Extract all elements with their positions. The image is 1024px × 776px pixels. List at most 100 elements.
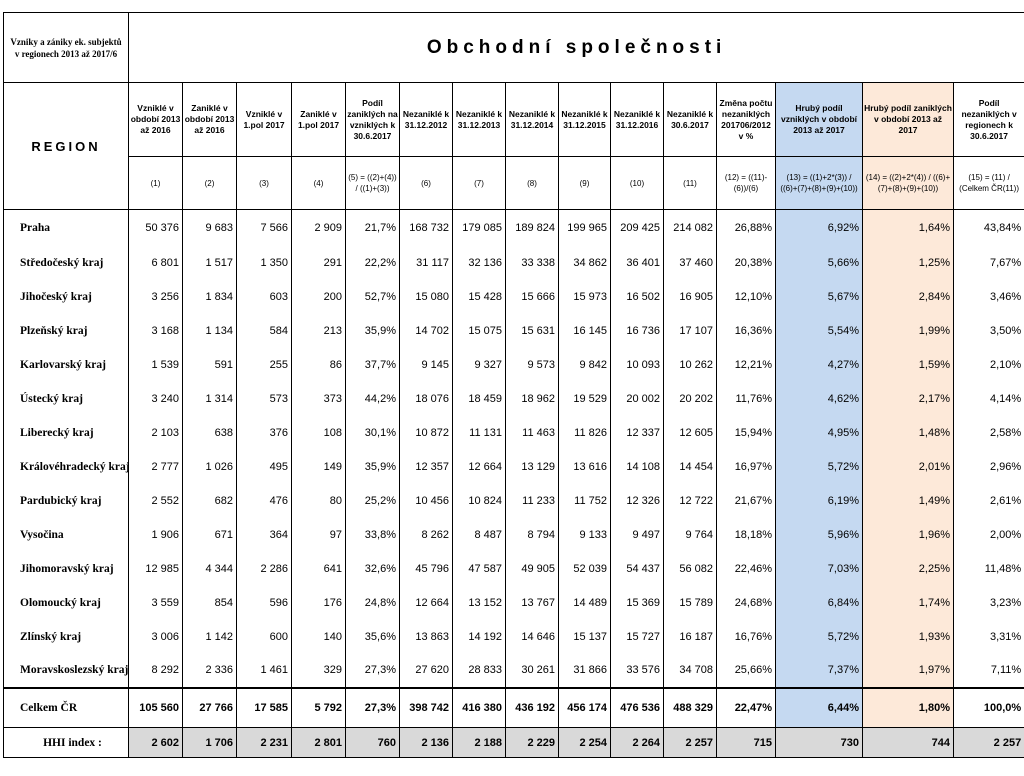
table-cell: 18,18% [716, 517, 776, 552]
table-cell: 14 108 [610, 449, 664, 484]
table-cell: 12 605 [663, 415, 717, 450]
table-cell: 671 [182, 517, 237, 552]
table-cell: 16,76% [716, 619, 776, 654]
table-cell: 12 985 [128, 551, 183, 586]
table-cell: 8 487 [452, 517, 506, 552]
table-cell: 189 824 [505, 209, 559, 246]
table-cell: 16,36% [716, 313, 776, 348]
table-cell: 149 [291, 449, 346, 484]
table-cell: 12 664 [399, 585, 453, 620]
table-cell: 2 602 [128, 727, 183, 758]
table-cell: 15 080 [399, 279, 453, 314]
table-cell: 12,10% [716, 279, 776, 314]
table-cell: 7,03% [775, 551, 863, 586]
table-cell: 21,67% [716, 483, 776, 518]
region-name: Olomoucký kraj [3, 585, 129, 620]
column-formula: (15) = (11) / (Celkem ČR(11)) [952, 156, 1024, 210]
table-cell: 854 [182, 585, 237, 620]
table-cell: 364 [236, 517, 292, 552]
table-cell: 2 103 [128, 415, 183, 450]
column-formula: (5) = ((2)+(4)) / ((1)+(3)) [345, 156, 400, 210]
table-cell: 12 664 [452, 449, 506, 484]
column-header-row: REGION Vzniklé v období 2013 až 2016 Zani… [3, 82, 1024, 210]
column-header: Hrubý podíl vzniklých v období 2013 až 2… [775, 82, 863, 157]
table-cell: 291 [291, 245, 346, 280]
table-cell: 18 962 [505, 381, 559, 416]
column-header: Nezaniklé k 31.12.2012 [399, 82, 453, 157]
table-cell: 11 233 [505, 483, 559, 518]
row-label: HHI index : [3, 727, 129, 758]
column-formula: (9) [558, 156, 611, 210]
table-cell: 591 [182, 347, 237, 382]
table-cell: 37,7% [345, 347, 400, 382]
column-formula: (3) [236, 156, 292, 210]
table-cell: 6,44% [775, 686, 863, 728]
table-cell: 15 428 [452, 279, 506, 314]
table-cell: 1 539 [128, 347, 183, 382]
region-name: Středočeský kraj [3, 245, 129, 280]
table-cell: 97 [291, 517, 346, 552]
table-cell: 3 256 [128, 279, 183, 314]
table-cell: 2 777 [128, 449, 183, 484]
table-cell: 16 905 [663, 279, 717, 314]
table-cell: 8 794 [505, 517, 559, 552]
table-cell: 22,2% [345, 245, 400, 280]
table-cell: 2 136 [399, 727, 453, 758]
table-cell: 13 152 [452, 585, 506, 620]
table-cell: 4,62% [775, 381, 863, 416]
table-cell: 2 188 [452, 727, 506, 758]
table-cell: 5,66% [775, 245, 863, 280]
column-formula: (12) = ((11)-(6))/(6) [716, 156, 776, 210]
table-cell: 456 174 [558, 686, 611, 728]
region-name: Karlovarský kraj [3, 347, 129, 382]
table-cell: 52 039 [558, 551, 611, 586]
region-name: Pardubický kraj [3, 483, 129, 518]
table-cell: 1 706 [182, 727, 237, 758]
table-cell: 1,59% [862, 347, 954, 382]
table-cell: 5,72% [775, 449, 863, 484]
table-cell: 24,8% [345, 585, 400, 620]
table-cell: 1,99% [862, 313, 954, 348]
table-cell: 14 702 [399, 313, 453, 348]
table-cell: 16 502 [610, 279, 664, 314]
column-header: Nezaniklé k 31.12.2013 [452, 82, 506, 157]
table-cell: 44,2% [345, 381, 400, 416]
table-cell: 682 [182, 483, 237, 518]
table-cell: 43,84% [952, 209, 1024, 246]
table-cell: 1 906 [128, 517, 183, 552]
table-cell: 179 085 [452, 209, 506, 246]
table-cell: 1 134 [182, 313, 237, 348]
table-cell: 199 965 [558, 209, 611, 246]
table-cell: 573 [236, 381, 292, 416]
table-cell: 9 145 [399, 347, 453, 382]
table-cell: 14 192 [452, 619, 506, 654]
table-cell: 31 866 [558, 653, 611, 688]
table-cell: 3,50% [952, 313, 1024, 348]
table-cell: 1,80% [862, 686, 954, 728]
table-cell: 22,46% [716, 551, 776, 586]
table-cell: 329 [291, 653, 346, 688]
table-row: Moravskoslezský kraj 8 292 2 336 1 461 329 27… [3, 653, 1024, 688]
table-cell: 86 [291, 347, 346, 382]
table-row: Vysočina 1 906 671 364 97 33,8% 8 262 8 487 8 79… [3, 517, 1024, 552]
table-cell: 2,17% [862, 381, 954, 416]
table-cell: 4,14% [952, 381, 1024, 416]
table-cell: 5,72% [775, 619, 863, 654]
table-cell: 45 796 [399, 551, 453, 586]
region-name: Praha [3, 209, 129, 246]
table-cell: 596 [236, 585, 292, 620]
table-cell: 1 517 [182, 245, 237, 280]
table-cell: 80 [291, 483, 346, 518]
table-cell: 13 863 [399, 619, 453, 654]
table-cell: 3 168 [128, 313, 183, 348]
table-cell: 603 [236, 279, 292, 314]
table-cell: 12 326 [610, 483, 664, 518]
table-cell: 476 536 [610, 686, 664, 728]
table-cell: 1 834 [182, 279, 237, 314]
table-cell: 5,54% [775, 313, 863, 348]
region-header: REGION [3, 82, 129, 210]
table-cell: 1 350 [236, 245, 292, 280]
table-cell: 7 566 [236, 209, 292, 246]
table-cell: 11,76% [716, 381, 776, 416]
table-cell: 200 [291, 279, 346, 314]
